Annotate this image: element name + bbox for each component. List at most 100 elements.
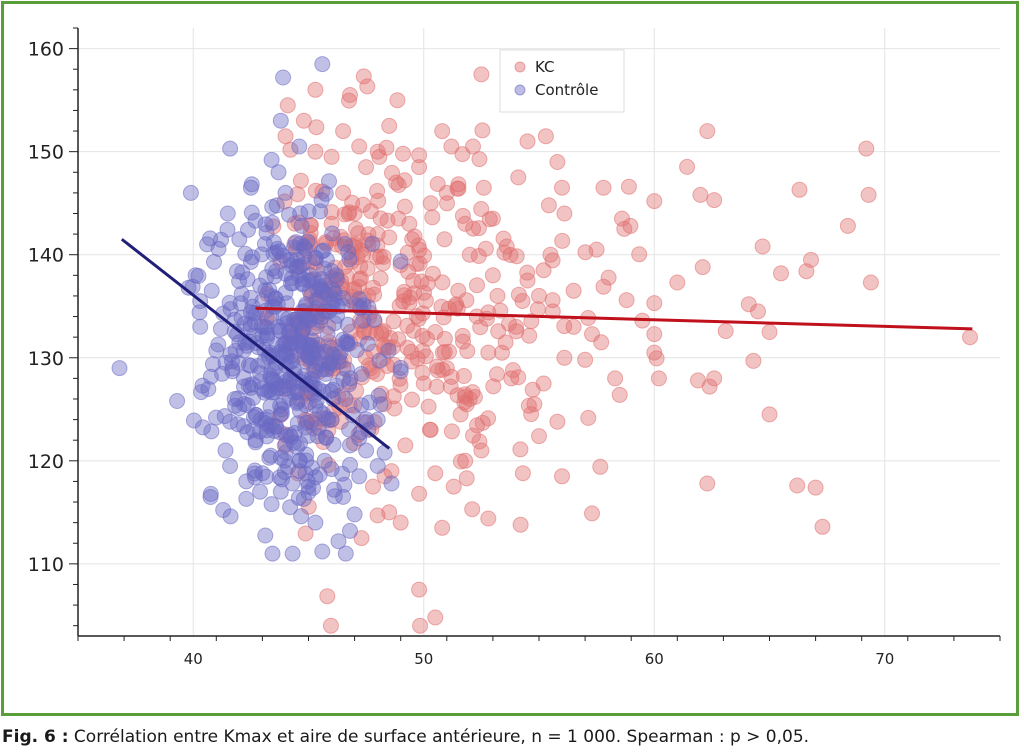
data-point (442, 378, 459, 395)
data-point (489, 287, 506, 304)
data-point (694, 259, 711, 276)
data-point (798, 263, 815, 280)
y-tick-label: 160 (28, 39, 64, 61)
data-point (239, 397, 256, 414)
data-point (235, 369, 252, 386)
data-point (243, 176, 260, 193)
data-point (650, 370, 667, 387)
data-point (529, 301, 546, 318)
data-point (287, 234, 304, 251)
data-point (341, 92, 357, 109)
data-point (577, 244, 594, 261)
data-point (212, 320, 229, 337)
data-point (259, 327, 276, 344)
data-point (264, 545, 281, 562)
data-point (454, 327, 471, 344)
data-point (337, 235, 353, 252)
data-point (253, 246, 270, 263)
data-point (745, 352, 762, 369)
data-point (458, 470, 475, 487)
data-point (185, 412, 202, 429)
legend-marker (514, 84, 526, 96)
data-point (258, 269, 275, 286)
data-point (512, 441, 529, 458)
data-point (202, 368, 219, 385)
legend-label: KC (535, 58, 555, 76)
data-point (554, 232, 571, 249)
data-point (498, 238, 515, 255)
data-point (284, 545, 301, 562)
data-point (412, 617, 429, 634)
data-point (317, 185, 334, 202)
data-point (473, 201, 490, 217)
data-point (307, 143, 324, 160)
data-point (514, 293, 531, 309)
data-point (351, 138, 368, 155)
data-point (323, 148, 340, 165)
data-point (289, 186, 306, 203)
figure-caption: Fig. 6 : Corrélation entre Kmax et aire … (2, 727, 809, 747)
data-point (262, 447, 279, 464)
data-point (600, 269, 617, 286)
data-point (297, 419, 314, 436)
data-point (962, 329, 978, 346)
data-point (396, 172, 413, 189)
data-point (275, 394, 292, 411)
data-point (452, 453, 469, 470)
data-point (773, 265, 789, 282)
data-point (257, 216, 274, 233)
data-point (300, 484, 317, 501)
data-point (544, 252, 561, 269)
data-point (270, 164, 287, 181)
data-point (271, 469, 288, 486)
data-point (404, 391, 420, 408)
data-point (339, 316, 356, 333)
data-point (353, 530, 370, 547)
data-point (646, 295, 663, 312)
data-point (475, 179, 492, 196)
data-point (465, 138, 481, 155)
data-point (445, 478, 462, 495)
data-point (258, 415, 275, 432)
data-point (340, 244, 357, 261)
data-point (395, 145, 411, 162)
x-tick-label: 40 (184, 650, 203, 668)
data-point (427, 609, 444, 626)
data-point (358, 442, 375, 459)
data-point (337, 545, 354, 562)
data-point (282, 251, 299, 268)
data-point (436, 344, 453, 360)
data-point (450, 176, 467, 193)
data-point (169, 393, 186, 409)
data-point (556, 205, 573, 222)
data-point (290, 489, 307, 506)
data-point (473, 66, 490, 83)
data-point (307, 398, 324, 415)
regression-line (120, 238, 391, 450)
data-point (283, 275, 299, 292)
data-point (620, 178, 637, 195)
data-point (381, 117, 398, 134)
data-point (469, 277, 485, 294)
data-point (372, 248, 389, 265)
data-point (222, 508, 239, 525)
data-point (480, 344, 497, 361)
data-point (519, 264, 536, 281)
data-point (761, 406, 778, 423)
data-point (307, 249, 324, 266)
data-point (860, 186, 877, 203)
data-point (692, 186, 709, 203)
data-point (521, 327, 538, 344)
data-point (441, 343, 457, 360)
data-point (375, 323, 392, 340)
data-point (434, 123, 451, 140)
data-point (305, 479, 321, 496)
data-point (309, 281, 326, 298)
data-point (341, 204, 358, 221)
data-point (554, 179, 570, 196)
data-point (434, 519, 451, 536)
data-point (344, 194, 361, 211)
data-point (648, 350, 665, 367)
data-point (403, 343, 420, 360)
data-point (237, 245, 254, 262)
